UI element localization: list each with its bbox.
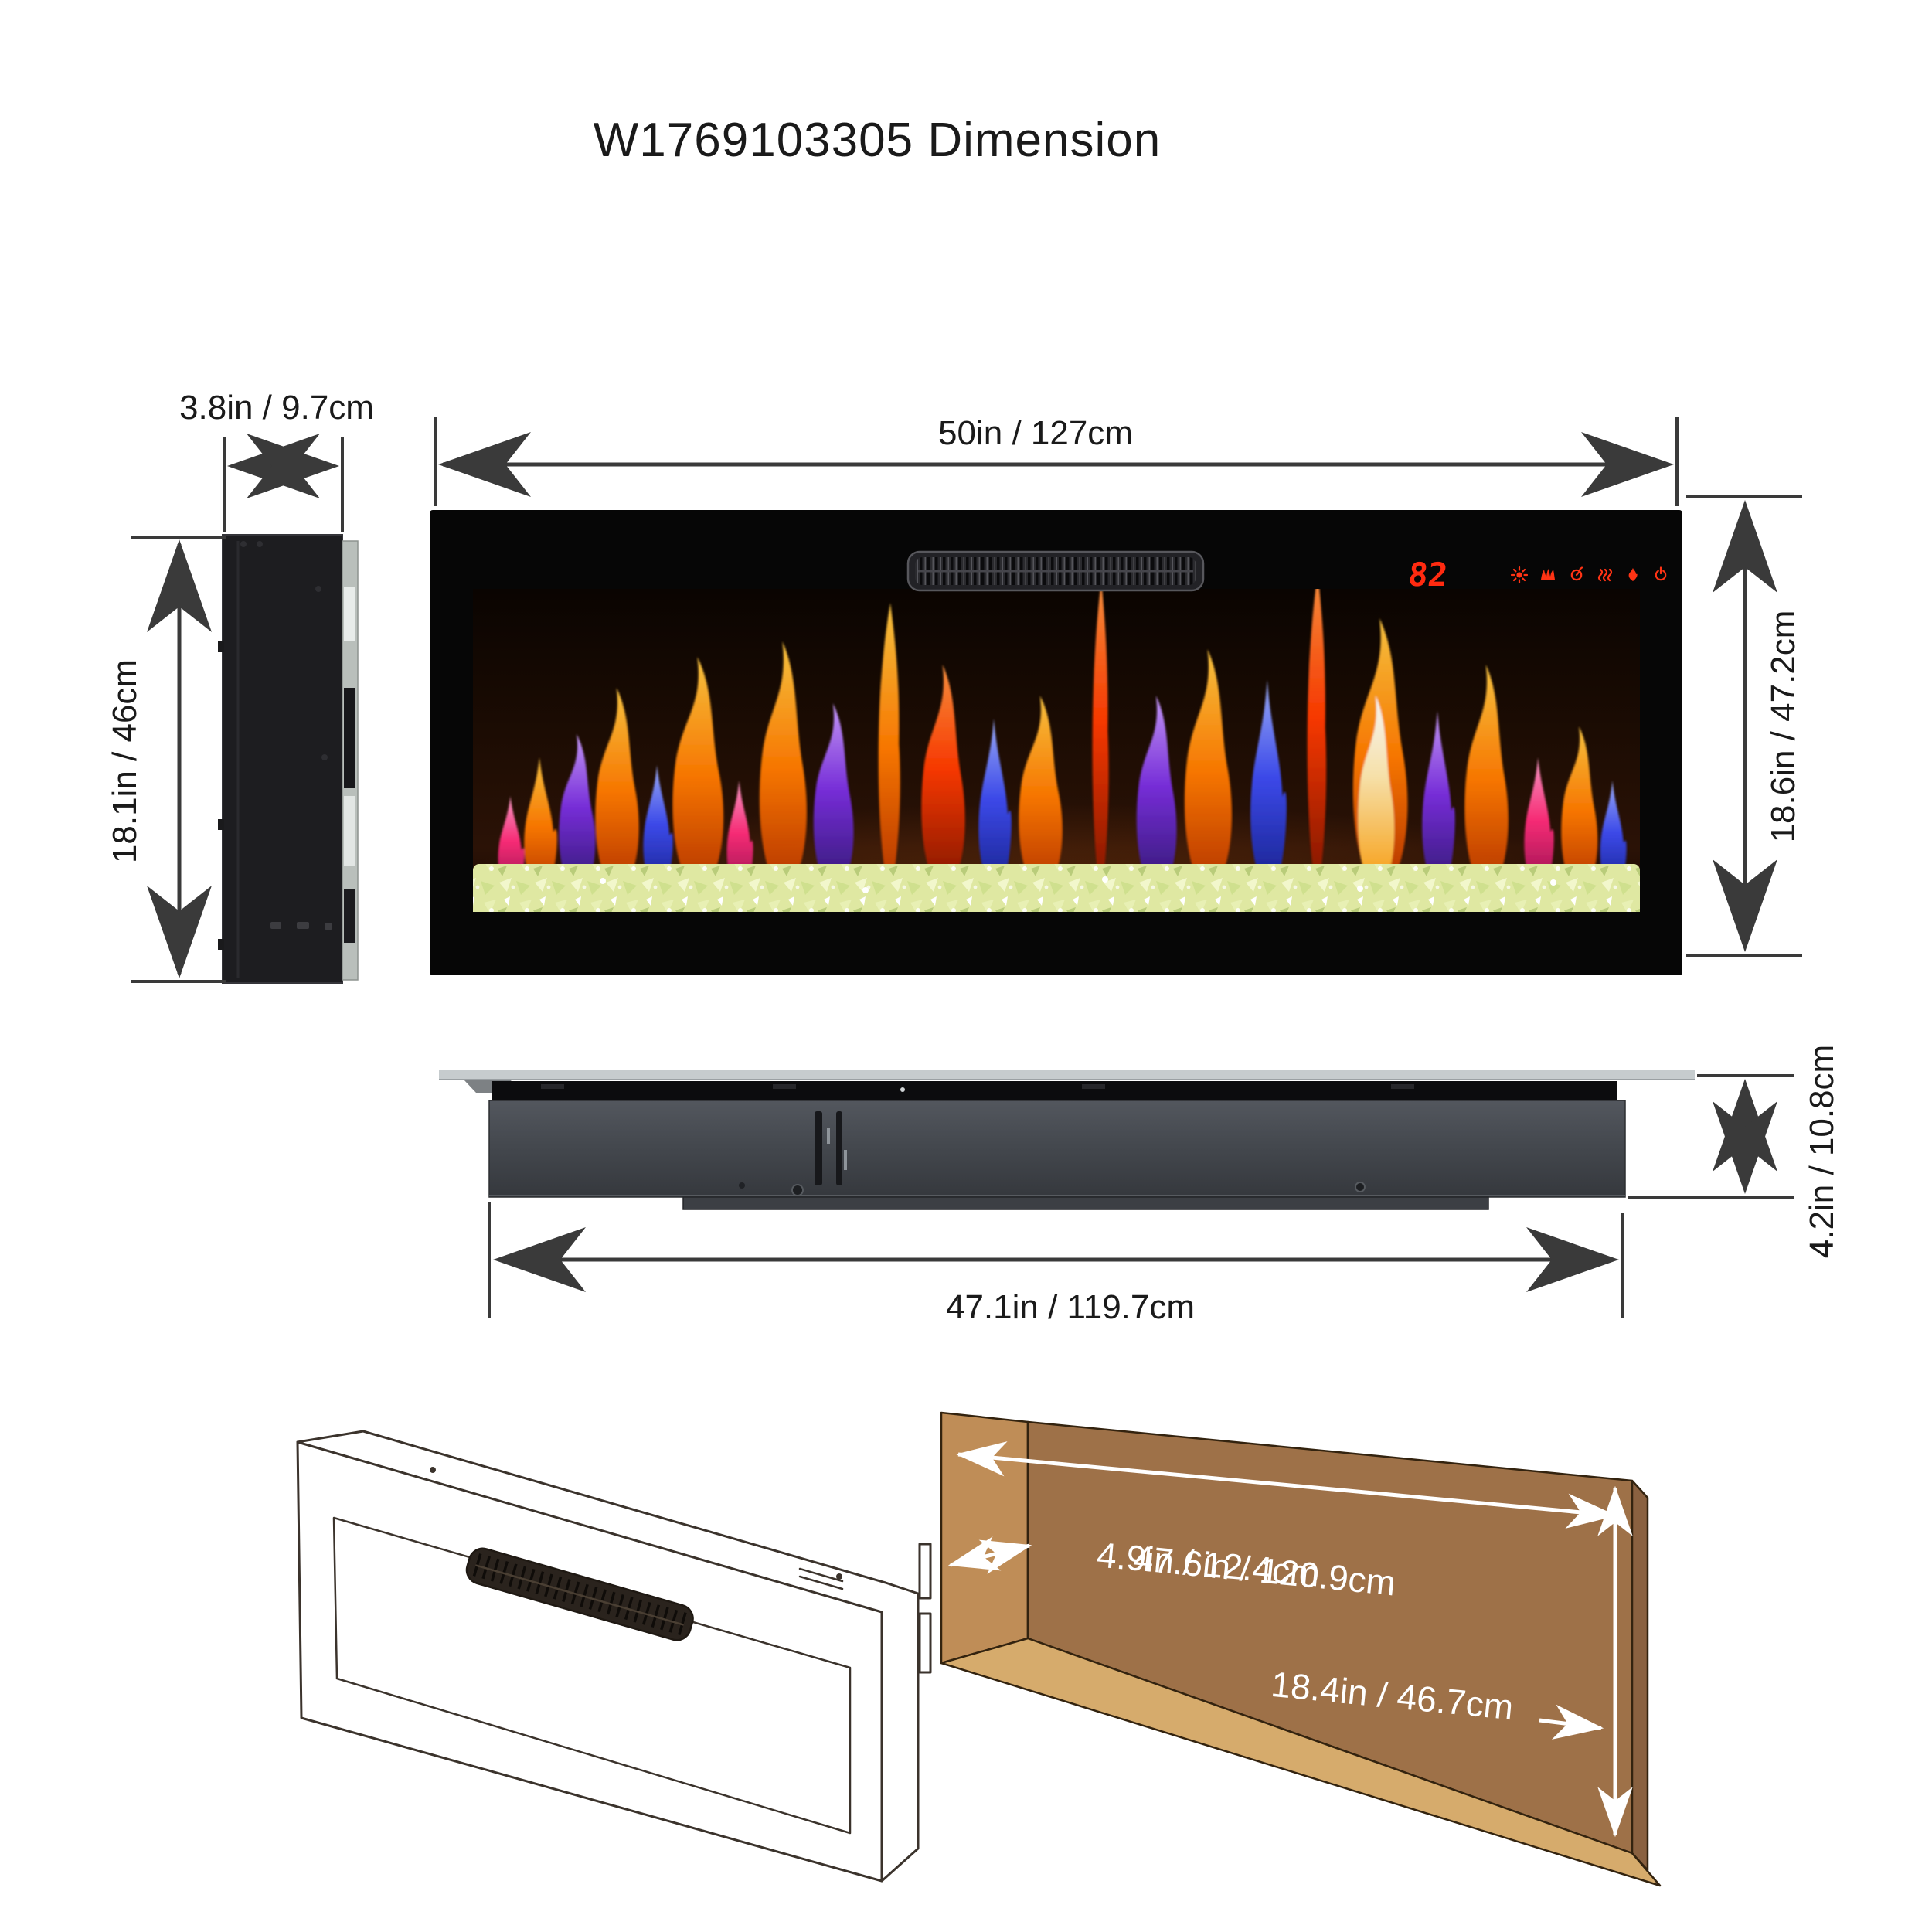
side-view: [218, 534, 359, 984]
front-height-label: 18.6in / 47.2cm: [1764, 611, 1802, 843]
flames: [473, 589, 1640, 912]
sketch-front-face: [296, 1440, 883, 1883]
sketch-vent: [465, 1547, 694, 1641]
niche-side-wall: [940, 1411, 1029, 1665]
bottom-width-label: 47.1in / 119.7cm: [946, 1288, 1195, 1326]
front-view: 82: [430, 510, 1682, 975]
flame-bed-icon[interactable]: [1541, 569, 1555, 580]
bottom-view-width-dimension: 47.1in / 119.7cm: [488, 1202, 1624, 1326]
wall-niche: [940, 1411, 1662, 1887]
front-view-height-dimension: 18.6in / 47.2cm: [1686, 495, 1802, 957]
heater-vent: [906, 550, 1205, 592]
bottom-view-front-bar: [492, 1081, 1617, 1100]
product-sketch: [296, 1430, 932, 1883]
heat-waves-icon[interactable]: [1597, 568, 1613, 582]
page-title: W1769103305 Dimension: [594, 114, 1161, 167]
power-icon[interactable]: [1655, 566, 1667, 581]
bottom-view: [439, 1070, 1695, 1210]
crystal-bed: [473, 870, 1640, 912]
bottom-view-step: [682, 1196, 1489, 1210]
bottom-view-thickness-dimension: 4.2in / 10.8cm: [1628, 1045, 1841, 1258]
niche-back-wall: [1026, 1420, 1634, 1855]
bottom-thickness-label: 4.2in / 10.8cm: [1803, 1045, 1841, 1258]
flame-icon[interactable]: [1628, 568, 1638, 581]
front-view-width-dimension: 50in / 127cm: [434, 414, 1679, 506]
bottom-view-chassis: [488, 1100, 1626, 1198]
side-height-label: 18.1in / 46cm: [106, 659, 144, 863]
temperature-readout[interactable]: 82: [1406, 556, 1450, 594]
bottom-view-glass-flange: [439, 1070, 1695, 1080]
side-view-width-dimension: 3.8in / 9.7cm: [179, 389, 374, 532]
side-view-height-dimension: 18.1in / 46cm: [106, 536, 226, 983]
niche-right-edge: [1631, 1479, 1649, 1872]
timer-icon[interactable]: [1570, 566, 1583, 581]
control-display: 82: [1406, 556, 1667, 594]
sketch-bracket-tab: [918, 1543, 932, 1600]
brightness-icon[interactable]: [1510, 566, 1529, 584]
sketch-bracket-tab: [918, 1612, 932, 1674]
front-width-label: 50in / 127cm: [938, 414, 1133, 452]
side-width-label: 3.8in / 9.7cm: [179, 389, 374, 427]
